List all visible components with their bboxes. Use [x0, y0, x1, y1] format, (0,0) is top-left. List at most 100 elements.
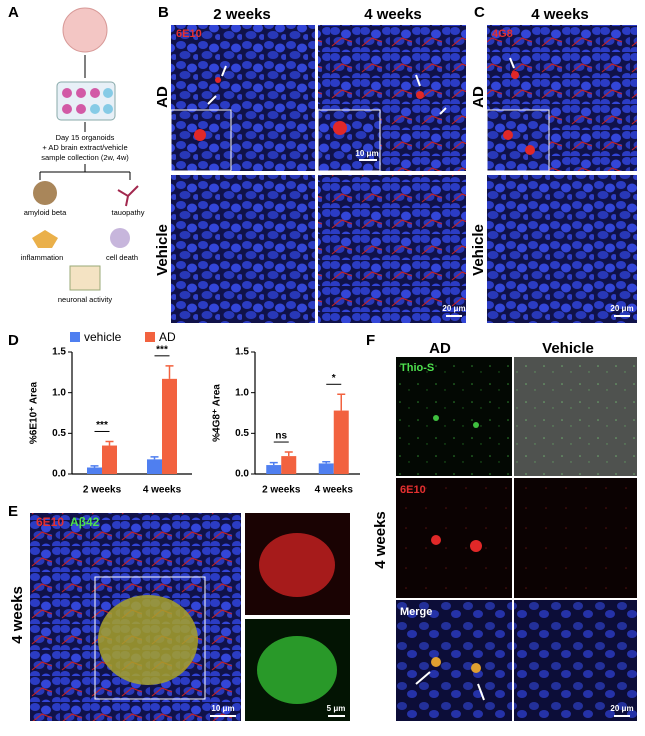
stain-label: Aβ42: [70, 515, 100, 529]
y-tick-label: 1.0: [235, 387, 249, 398]
y-tick-label: 1.0: [52, 387, 66, 398]
scale-label: 20 μm: [610, 304, 633, 313]
inset: [317, 109, 381, 172]
x-tick-label: 4 weeks: [143, 485, 182, 496]
micrograph: [514, 600, 637, 721]
amyloid-icon: [33, 181, 57, 205]
step-text: sample collection (2w, 4w): [41, 153, 129, 162]
stain-label: 4G8: [492, 28, 513, 40]
y-tick-label: 0.5: [52, 428, 66, 439]
error-bar: [165, 365, 174, 379]
mea-icon: [69, 265, 101, 291]
micrograph: [396, 600, 512, 721]
bar: [318, 463, 334, 474]
x-tick-label: 4 weeks: [315, 485, 354, 496]
row-label: Merge: [400, 606, 432, 618]
y-tick-label: 0.0: [235, 469, 249, 480]
micrograph: [514, 478, 637, 598]
significance-label: ***: [96, 420, 108, 431]
step-text: + AD brain extract/vehicle: [42, 143, 127, 152]
scale-label: 20 μm: [610, 704, 633, 713]
outcome: tauopathy: [112, 208, 145, 217]
y-tick-label: 0.0: [52, 469, 66, 480]
bar: [333, 410, 349, 474]
column-header: AD: [429, 340, 451, 357]
scale-label: 10 μm: [355, 149, 378, 158]
bar: [102, 445, 117, 474]
row-header: 4 weeks: [372, 511, 389, 569]
micrograph: [514, 357, 637, 476]
panel-label: C: [474, 4, 485, 21]
step-text: Day 15 organoids: [56, 133, 115, 142]
row-header: Vehicle: [154, 224, 171, 276]
micrograph: [396, 478, 512, 598]
panel-e: E 4 weeks 6E10 Aβ42 10 μm 5 μm: [8, 503, 350, 721]
inset: [486, 109, 550, 172]
outcome: cell death: [106, 253, 138, 262]
organoid-icon: [62, 7, 108, 53]
micrograph: [487, 175, 637, 323]
error-bar: [284, 451, 293, 457]
outcome: amyloid beta: [24, 208, 67, 217]
legend-label: vehicle: [84, 330, 122, 344]
significance-label: ns: [275, 431, 287, 442]
outcome: inflammation: [21, 253, 64, 262]
panel-a: A Day 15 organoids + AD brain extract/ve…: [8, 4, 145, 304]
y-axis-label: %6E10⁺ Area: [29, 381, 40, 444]
stain-label: 6E10: [176, 28, 202, 40]
panel-label: E: [8, 503, 18, 520]
column-header: Vehicle: [542, 340, 594, 357]
column-header: 4 weeks: [531, 6, 589, 23]
micrograph: [318, 175, 466, 323]
panel-label: F: [366, 332, 375, 349]
error-bar: [322, 461, 331, 464]
panel-label: D: [8, 332, 19, 349]
y-tick-label: 1.5: [52, 347, 66, 358]
bar: [147, 459, 162, 474]
panel-label: B: [158, 4, 169, 21]
significance-label: *: [332, 373, 336, 384]
scale-label: 10 μm: [211, 704, 234, 713]
legend-swatch: [70, 332, 80, 342]
row-label: 6E10: [400, 484, 426, 496]
panel-c: C 4 weeks AD Vehicle 4G8 20 μm: [470, 4, 637, 323]
inflammation-icon: [32, 230, 58, 248]
arrow: [207, 65, 447, 115]
column-header: 2 weeks: [213, 6, 271, 23]
scale-label: 5 μm: [327, 704, 346, 713]
bar: [87, 467, 102, 474]
error-bar: [90, 465, 99, 468]
panel-f: F AD Vehicle 4 weeks Thio-S 6E10 Merge 2…: [366, 332, 637, 721]
bar: [266, 465, 282, 474]
row-header: 4 weeks: [9, 586, 26, 644]
y-axis-label: %4G8⁺ Area: [212, 384, 223, 442]
error-bar: [269, 461, 278, 466]
tau-icon: [117, 185, 139, 207]
row-label: Thio-S: [400, 362, 434, 374]
outcome: neuronal activity: [58, 295, 112, 304]
micrograph: [171, 175, 315, 323]
row-header: AD: [154, 86, 171, 108]
micrograph: [396, 357, 512, 476]
bar: [162, 378, 177, 474]
y-tick-label: 0.5: [235, 428, 249, 439]
error-bar: [337, 393, 346, 411]
row-header: AD: [470, 86, 487, 108]
row-header: Vehicle: [470, 224, 487, 276]
plate-icon: [56, 81, 116, 121]
legend-label: AD: [159, 330, 176, 344]
significance-label: ***: [156, 344, 168, 355]
bar: [281, 456, 297, 474]
roi-box: [94, 576, 206, 700]
x-tick-label: 2 weeks: [262, 485, 301, 496]
y-tick-label: 1.5: [235, 347, 249, 358]
panel-label: A: [8, 4, 19, 21]
scale-label: 20 μm: [442, 304, 465, 313]
error-bar: [105, 440, 114, 446]
panel-b: B 2 weeks 4 weeks AD Vehicle 6E10 10 μm …: [154, 4, 466, 323]
x-tick-label: 2 weeks: [83, 485, 122, 496]
column-header: 4 weeks: [364, 6, 422, 23]
stain-label: 6E10: [36, 515, 64, 529]
panel-d: D vehicle AD 0.0 0.5 1.0 1.5 %6E10⁺ Area 2 week…: [8, 330, 360, 496]
